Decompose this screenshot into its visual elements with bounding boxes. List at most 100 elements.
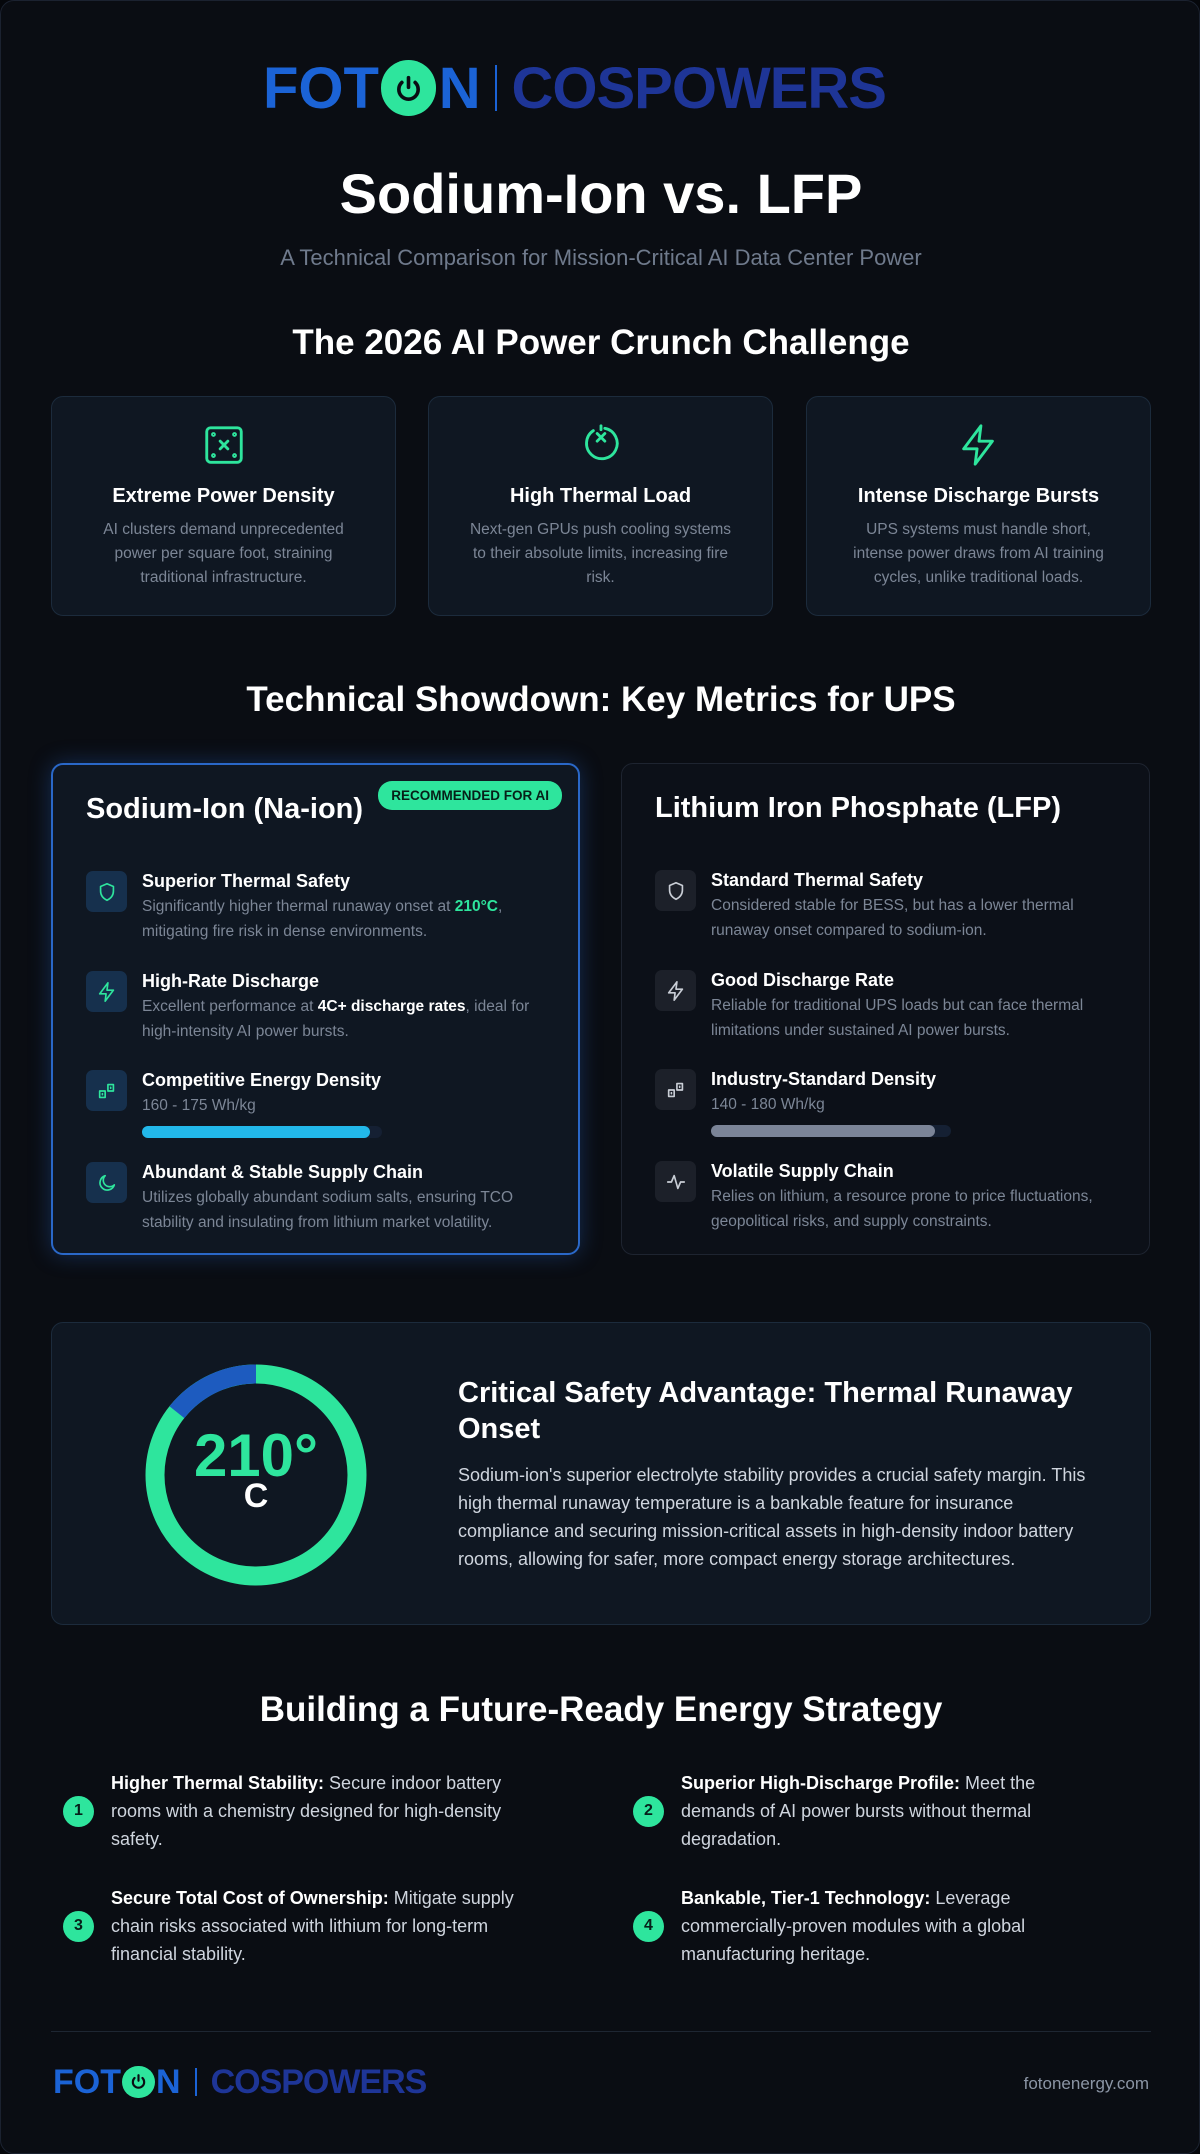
metric-text: Significantly higher thermal runaway ons… [142,894,548,944]
metric-icon [655,870,696,911]
card-title: Lithium Iron Phosphate (LFP) [655,792,1061,824]
strategy-item: 1 Higher Thermal Stability: Secure indoor… [63,1773,543,1849]
metric: Competitive Energy Density 160 - 175 Wh/k… [86,1070,548,1138]
metric-title: Standard Thermal Safety [711,870,924,890]
sodium-card: Sodium-Ion (Na-ion) RECOMMENDED FOR AI S… [51,763,580,1255]
challenge-card: Intense Discharge Bursts UPS systems must… [806,396,1151,616]
logo-text: COSPOWERS [511,55,886,121]
item-number: 2 [633,1795,664,1827]
metric: Volatile Supply Chain Relies on lithium, … [655,1161,1119,1234]
metric-text: Utilizes globally abundant sodium salts,… [142,1189,514,1231]
safety-text: Sodium-ion's superior electrolyte stabil… [458,1465,1086,1569]
logo: FOT N COSPOWERS [263,56,887,121]
logo-text: N [156,2062,181,2101]
logo-text: FOT [53,2062,121,2101]
card-icon [52,397,395,473]
metric-icon [86,871,127,912]
metric-text: Considered stable for BESS, but has a lo… [711,897,1074,939]
metric-text: 160 - 175 Wh/kg [142,1097,256,1114]
metric-text: Excellent performance at [142,998,318,1015]
metric-text: Excellent performance at 4C+ discharge r… [142,994,548,1044]
metric: Standard Thermal Safety Considered stable… [655,870,1119,943]
logo-separator [494,64,498,112]
section-heading: The 2026 AI Power Crunch Challenge [292,323,910,362]
strategy-item: 4 Bankable, Tier-1 Technology: Leverage c… [633,1881,1113,1971]
card-text: UPS systems must handle short, intense p… [853,521,1104,586]
bar-fill [142,1126,370,1138]
card-title: Extreme Power Density [112,485,335,507]
metric-text: Reliable for traditional UPS loads but c… [711,997,1084,1039]
item-text: Meet the demands of AI power bursts with… [681,1773,1036,1849]
metric-highlight: 210°C [454,898,499,915]
metric-body: Abundant & Stable Supply Chain Utilizes g… [142,1162,548,1235]
metric-title: High-Rate Discharge [142,971,320,991]
item-text: Bankable, Tier-1 Technology: Leverage co… [681,1884,1113,1968]
logo-icon [381,60,437,116]
metric-body: Standard Thermal Safety Considered stable… [711,870,1119,943]
card-title: High Thermal Load [509,485,692,507]
subtitle: A Technical Comparison for Mission-Criti… [280,245,922,270]
item-number: 3 [63,1910,94,1942]
page-title: Sodium-Ion vs. LFP [339,162,863,225]
gauge-unit: C [243,1477,269,1515]
bar-track [711,1125,951,1137]
metric-body: Volatile Supply Chain Relies on lithium, … [711,1161,1119,1234]
logo-text: COSPOWERS [210,2062,428,2101]
item-lead: Secure Total Cost of Ownership: [111,1888,389,1908]
logo-separator [194,2068,197,2096]
metric-title: Volatile Supply Chain [711,1161,894,1181]
metric-icon [86,1162,127,1203]
logo-text: N [438,55,481,121]
section-heading: Technical Showdown: Key Metrics for UPS [246,680,956,719]
metric: Industry-Standard Density 140 - 180 Wh/kg [655,1069,1119,1137]
metric-highlight: 4C+ discharge rates [317,998,466,1015]
item-number: 1 [63,1795,94,1827]
metric-body: Superior Thermal Safety Significantly hig… [142,871,548,944]
section-heading: Building a Future-Ready Energy Strategy [259,1690,943,1729]
item-text: Secure Total Cost of Ownership: Mitigate… [111,1884,543,1968]
metric-body: Good Discharge Rate Reliable for traditio… [711,970,1119,1043]
metric-text: , mitigating fire risk in dense environm… [142,898,503,940]
card-icon [807,397,1150,473]
metric-text: Relies on lithium, a resource prone to p… [711,1188,1093,1230]
lfp-card: Lithium Iron Phosphate (LFP) Standard Th… [621,763,1150,1255]
bar-track [142,1126,382,1138]
metric-title: Superior Thermal Safety [142,871,351,891]
metric-title: Good Discharge Rate [711,970,895,990]
metric-icon [86,971,127,1012]
item-text: Higher Thermal Stability: Secure indoor … [111,1769,543,1853]
metric: Superior Thermal Safety Significantly hig… [86,871,548,944]
badge: RECOMMENDED FOR AI [378,781,562,810]
strategy-item: 3 Secure Total Cost of Ownership: Mitigat… [63,1881,543,1971]
metric-title: Abundant & Stable Supply Chain [142,1162,424,1182]
logo-icon [122,2065,155,2099]
metric-text: 140 - 180 Wh/kg [711,1096,825,1113]
bar-fill [711,1125,935,1137]
metric-title: Competitive Energy Density [142,1070,382,1090]
metric: Abundant & Stable Supply Chain Utilizes g… [86,1162,548,1235]
item-text: Superior High-Discharge Profile: Meet th… [681,1769,1113,1853]
card-text: AI clusters demand unprecedented power p… [103,521,344,586]
item-lead: Higher Thermal Stability: [111,1773,325,1793]
item-text: Mitigate supply chain risks associated w… [111,1888,514,1964]
strategy-item: 2 Superior High-Discharge Profile: Meet t… [633,1773,1113,1849]
metric-body: High-Rate Discharge Excellent performance… [142,971,548,1044]
safety-card: 210° C Critical Safety Advantage: Therma… [51,1322,1151,1625]
item-text: Secure indoor battery rooms with a chemi… [111,1773,502,1849]
metric-icon [655,970,696,1011]
card-text: Next-gen GPUs push cooling systems to th… [469,521,732,586]
divider [51,2031,1151,2032]
card-icon [429,397,772,473]
footer-url: fotonenergy.com [1023,2074,1149,2093]
item-lead: Bankable, Tier-1 Technology: [681,1888,931,1908]
card-title: Sodium-Ion (Na-ion) [86,793,364,825]
metric-icon [655,1069,696,1110]
challenge-card: Extreme Power Density AI clusters demand … [51,396,396,616]
item-lead: Superior High-Discharge Profile: [681,1773,961,1793]
gauge-value: 210° [193,1422,319,1489]
item-number: 4 [633,1910,664,1942]
safety-title: Critical Safety Advantage: Thermal Runaw… [458,1377,1073,1445]
logo-text: FOT [263,55,379,121]
metric-icon [655,1161,696,1202]
